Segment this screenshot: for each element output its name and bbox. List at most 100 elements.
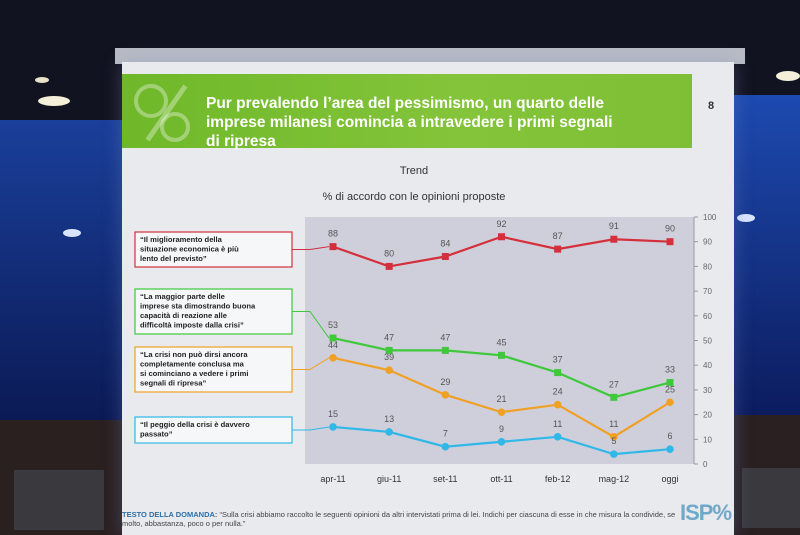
series-callout-leader [292,426,330,431]
series-callout-text: “La maggior parte delle [140,292,225,301]
data-point [441,346,449,354]
data-point [498,351,505,359]
headline-line: di ripresa [206,133,276,150]
data-point [385,366,393,374]
series-callout-text: passato” [140,430,173,439]
series-callout-text: “La crisi non può dirsi ancora [140,350,248,359]
y-tick-label: 0 [703,460,708,469]
data-label: 15 [328,409,338,419]
chart-title: Trend [400,165,428,177]
series-callout-text: completamente conclusa ma [140,360,245,369]
question-footer: TESTO DELLA DOMANDA: “Sulla crisi abbiam… [122,510,682,528]
plot-area [305,217,694,464]
data-label: 47 [384,332,394,342]
x-tick-label: mag-12 [599,474,630,484]
series-callout-text: situazione economica è più [140,245,239,254]
series-callout-text: “Il peggio della crisi è davvero [140,420,250,429]
data-label: 45 [496,337,506,347]
data-label: 13 [384,414,394,424]
y-tick-label: 90 [703,238,712,247]
data-label: 84 [440,239,450,249]
series-callout-box [134,231,293,268]
wall-light-right [737,214,755,222]
data-point [553,400,562,409]
slide-header: Pur prevalendo l’area del pessimismo, un… [122,74,692,150]
data-point [497,408,506,416]
data-point [329,334,337,342]
data-label: 47 [440,332,450,342]
data-point [441,253,449,261]
series-callout-text: lento del previsto” [140,254,207,263]
data-label: 92 [496,219,506,229]
data-label: 88 [328,229,338,239]
data-point [554,245,562,253]
data-point [329,243,337,251]
footer-question: “Sulla crisi abbiamo raccolto le seguent… [122,510,676,528]
data-point [385,346,393,354]
percent-logo-icon [134,84,168,118]
right-blue-wall [734,95,800,415]
data-label: 33 [665,364,675,374]
y-tick-label: 100 [703,213,717,222]
x-tick-label: oggi [661,474,678,484]
data-point [441,391,450,399]
series-callout-box [134,346,293,393]
x-tick-label: feb-12 [545,474,571,484]
data-point [329,353,337,362]
data-point [385,262,393,270]
data-point [610,450,618,458]
series-callout-text: imprese sta dimostrando buona [140,302,256,311]
data-label: 21 [496,394,506,404]
series-callout-text: si cominciano a vedere i primi [140,369,248,378]
data-point [610,393,618,401]
data-point [554,369,562,377]
data-label: 39 [384,352,394,362]
data-label: 27 [609,379,619,389]
x-tick-label: apr-11 [320,474,345,484]
data-point [610,433,618,441]
headline-line: Pur prevalendo l’area del pessimismo, un… [206,95,604,112]
ceiling-light-right [776,71,800,81]
data-label: 11 [609,419,618,429]
series-callout-box [134,416,293,444]
headline-line: imprese milanesi comincia a intravedere … [206,114,613,131]
series-callout-leader [292,246,330,250]
data-point [666,398,674,407]
series-callout-text: difficoltà imposte dalla crisi” [140,321,244,330]
isp-logo: ISP% [680,500,732,525]
ceiling-light-left [38,96,70,106]
y-tick-label: 20 [703,411,712,420]
y-tick-label: 50 [703,337,712,346]
series-callout-text: “Il miglioramento della [140,235,223,244]
series-callout-leader [292,311,330,339]
projection-screen: Pur prevalendo l’area del pessimismo, un… [122,62,734,535]
data-point [441,442,450,451]
y-tick-label: 30 [703,386,712,395]
data-label: 6 [667,431,672,441]
x-tick-label: set-11 [433,474,457,484]
ceiling-light-left-small [35,77,49,83]
chart-subtitle: % di accordo con le opinioni proposte [323,191,506,203]
data-label: 7 [443,429,448,439]
slide-number: 8 [708,100,715,112]
series-callout-text: segnali di ripresa” [140,379,206,388]
percent-logo-circle [160,112,190,142]
data-label: 91 [609,221,619,231]
left-vent [14,470,104,530]
data-point [329,423,337,431]
data-label: 25 [665,384,675,394]
right-vent [742,468,800,528]
y-tick-label: 60 [703,312,712,321]
y-tick-label: 10 [703,435,712,444]
data-label: 9 [499,424,504,434]
data-point [666,378,674,386]
data-point [385,428,393,436]
data-label: 80 [384,248,394,258]
data-point [497,437,506,446]
x-tick-label: ott-11 [490,474,512,484]
data-label: 29 [440,377,450,387]
slide-headline: Pur prevalendo l’area del pessimismo, un… [206,94,696,151]
data-label: 53 [328,320,338,330]
series-callout-text: capacità di reazione alle [140,311,227,320]
